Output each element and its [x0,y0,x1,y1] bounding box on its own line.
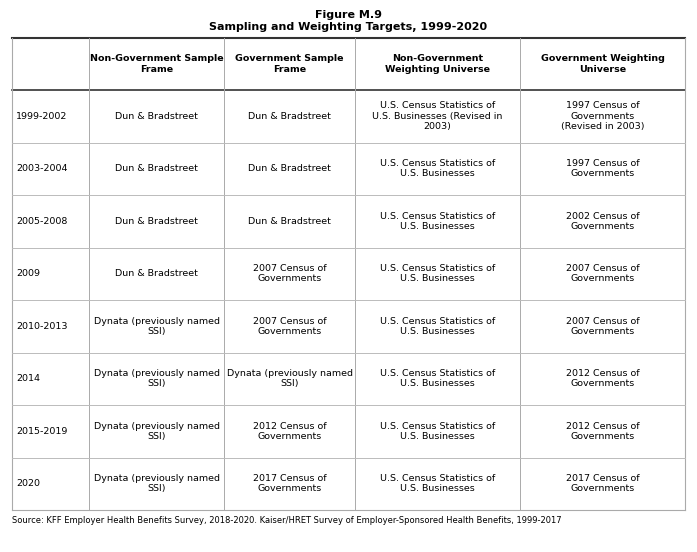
Text: 2010-2013: 2010-2013 [16,322,68,331]
Text: 2014: 2014 [16,374,40,383]
Text: 2007 Census of
Governments: 2007 Census of Governments [253,316,326,336]
Text: Dynata (previously named
SSI): Dynata (previously named SSI) [227,369,353,389]
Text: 2015-2019: 2015-2019 [16,427,68,436]
Text: 2007 Census of
Governments: 2007 Census of Governments [253,264,326,283]
Text: Sampling and Weighting Targets, 1999-2020: Sampling and Weighting Targets, 1999-202… [209,22,488,32]
Text: Dun & Bradstreet: Dun & Bradstreet [115,112,198,121]
Text: Dun & Bradstreet: Dun & Bradstreet [115,269,198,278]
Text: Non-Government
Weighting Universe: Non-Government Weighting Universe [385,54,490,74]
Text: Figure M.9: Figure M.9 [315,10,382,20]
Text: 2007 Census of
Governments: 2007 Census of Governments [566,316,639,336]
Text: 1997 Census of
Governments
(Revised in 2003): 1997 Census of Governments (Revised in 2… [561,102,644,131]
Text: 2012 Census of
Governments: 2012 Census of Governments [253,422,326,441]
Text: 2017 Census of
Governments: 2017 Census of Governments [566,474,639,493]
Text: 2012 Census of
Governments: 2012 Census of Governments [566,369,639,389]
Text: 2002 Census of
Governments: 2002 Census of Governments [566,211,639,231]
Text: 1997 Census of
Governments: 1997 Census of Governments [566,159,639,178]
Text: U.S. Census Statistics of
U.S. Businesses: U.S. Census Statistics of U.S. Businesse… [380,474,496,493]
Text: Dun & Bradstreet: Dun & Bradstreet [248,164,331,173]
Text: Government Sample
Frame: Government Sample Frame [236,54,344,74]
Text: Dun & Bradstreet: Dun & Bradstreet [115,164,198,173]
Text: U.S. Census Statistics of
U.S. Businesses: U.S. Census Statistics of U.S. Businesse… [380,159,496,178]
Text: Dynata (previously named
SSI): Dynata (previously named SSI) [93,316,220,336]
Text: 2007 Census of
Governments: 2007 Census of Governments [566,264,639,283]
Text: U.S. Census Statistics of
U.S. Businesses: U.S. Census Statistics of U.S. Businesse… [380,264,496,283]
Text: Dun & Bradstreet: Dun & Bradstreet [115,217,198,226]
Text: Source: KFF Employer Health Benefits Survey, 2018-2020. Kaiser/HRET Survey of Em: Source: KFF Employer Health Benefits Sur… [12,516,562,525]
Text: Dynata (previously named
SSI): Dynata (previously named SSI) [93,474,220,493]
Text: U.S. Census Statistics of
U.S. Businesses: U.S. Census Statistics of U.S. Businesse… [380,211,496,231]
Text: 2005-2008: 2005-2008 [16,217,68,226]
Text: 2020: 2020 [16,479,40,489]
Text: 2003-2004: 2003-2004 [16,164,68,173]
Text: Government Weighting
Universe: Government Weighting Universe [541,54,664,74]
Text: Dun & Bradstreet: Dun & Bradstreet [248,112,331,121]
Text: Dynata (previously named
SSI): Dynata (previously named SSI) [93,369,220,389]
Text: Dun & Bradstreet: Dun & Bradstreet [248,217,331,226]
Text: Dynata (previously named
SSI): Dynata (previously named SSI) [93,422,220,441]
Text: U.S. Census Statistics of
U.S. Businesses: U.S. Census Statistics of U.S. Businesse… [380,422,496,441]
Text: 2017 Census of
Governments: 2017 Census of Governments [253,474,326,493]
Text: Non-Government Sample
Frame: Non-Government Sample Frame [90,54,224,74]
Text: 2009: 2009 [16,269,40,278]
Text: U.S. Census Statistics of
U.S. Businesses: U.S. Census Statistics of U.S. Businesse… [380,369,496,389]
Text: 2012 Census of
Governments: 2012 Census of Governments [566,422,639,441]
Text: U.S. Census Statistics of
U.S. Businesses (Revised in
2003): U.S. Census Statistics of U.S. Businesse… [372,102,503,131]
Text: 1999-2002: 1999-2002 [16,112,68,121]
Text: U.S. Census Statistics of
U.S. Businesses: U.S. Census Statistics of U.S. Businesse… [380,316,496,336]
